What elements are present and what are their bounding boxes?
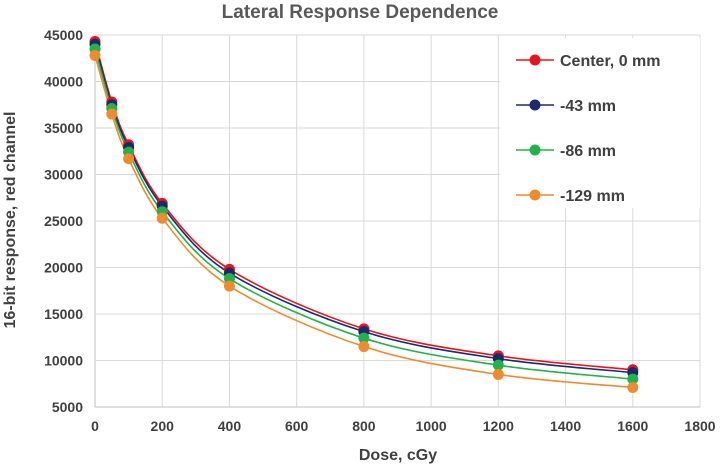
grid <box>94 34 701 408</box>
data-point <box>123 153 135 165</box>
y-tick-label: 40000 <box>44 74 83 90</box>
x-tick-label: 200 <box>151 418 175 434</box>
data-point <box>156 212 168 224</box>
legend-label: -43 mm <box>560 98 616 115</box>
y-tick-label: 20000 <box>44 260 83 276</box>
legend: Center, 0 mm -43 mm -86 mm -129 mm <box>500 38 700 208</box>
data-point <box>358 332 370 344</box>
data-point <box>492 359 504 371</box>
data-point <box>627 373 639 385</box>
y-axis-title: 16-bit response, red channel <box>2 112 19 329</box>
x-tick-label: 1800 <box>684 418 715 434</box>
x-tick-label: 0 <box>91 418 99 434</box>
x-tick-label: 1600 <box>617 418 648 434</box>
data-point <box>106 108 118 120</box>
data-point <box>627 381 639 393</box>
legend-label: -86 mm <box>560 143 616 160</box>
x-tick-labels: 0 200 400 600 800 1000 1200 1400 1600 1800 <box>91 418 716 434</box>
y-tick-label: 15000 <box>44 306 83 322</box>
y-tick-labels: 5000 10000 15000 20000 25000 30000 35000 40000 4… <box>44 27 83 415</box>
y-tick-label: 30000 <box>44 167 83 183</box>
x-tick-label: 400 <box>218 418 242 434</box>
legend-marker <box>529 144 541 156</box>
x-tick-label: 1000 <box>416 418 447 434</box>
data-point <box>89 49 101 61</box>
series-points <box>89 36 639 393</box>
data-point <box>492 368 504 380</box>
y-tick-label: 35000 <box>44 120 83 136</box>
x-tick-label: 800 <box>352 418 376 434</box>
data-point <box>358 341 370 353</box>
legend-marker <box>529 54 541 66</box>
y-tick-label: 10000 <box>44 353 83 369</box>
x-axis-title: Dose, cGy <box>359 447 437 464</box>
legend-marker <box>529 189 541 201</box>
x-tick-label: 600 <box>285 418 309 434</box>
legend-marker <box>529 99 541 111</box>
chart-title: Lateral Response Dependence <box>222 2 499 23</box>
legend-label: Center, 0 mm <box>560 53 660 70</box>
y-tick-label: 45000 <box>44 27 83 43</box>
x-tick-label: 1200 <box>483 418 514 434</box>
y-tick-label: 25000 <box>44 213 83 229</box>
legend-box <box>500 38 700 208</box>
x-tick-label: 1400 <box>550 418 581 434</box>
legend-label: -129 mm <box>560 188 625 205</box>
data-point <box>223 280 235 292</box>
y-tick-label: 5000 <box>52 399 83 415</box>
